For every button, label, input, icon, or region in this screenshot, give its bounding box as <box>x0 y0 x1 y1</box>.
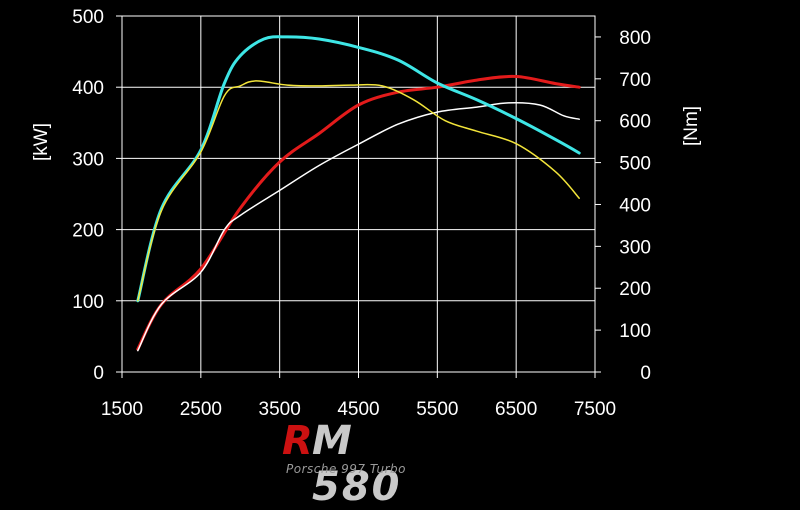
right-tick-label: 0 <box>640 363 651 384</box>
dyno-chart: 1500 2500 3500 4500 5500 6500 7500 0 100 200 300 4… <box>31 7 702 420</box>
right-tick-label: 200 <box>619 279 651 300</box>
power-curve-white <box>137 102 580 352</box>
logo-subtitle: Porsche 997 Turbo <box>286 462 407 476</box>
left-axis-tick-labels: 0 100 200 300 400 500 <box>72 7 104 384</box>
x-tick-label: 2500 <box>180 399 222 420</box>
x-tick-label: 3500 <box>259 399 301 420</box>
logo-letter-r: R <box>282 418 313 464</box>
x-axis-tick-labels: 1500 2500 3500 4500 5500 6500 7500 <box>101 399 616 420</box>
right-axis-title: [Nm] <box>681 106 702 146</box>
left-tick-label: 200 <box>72 221 104 242</box>
power-curve-red <box>136 74 581 351</box>
x-tick-label: 1500 <box>101 399 143 420</box>
right-tick-label: 400 <box>619 195 651 216</box>
plot-frame <box>121 15 596 373</box>
left-tick-label: 0 <box>93 363 104 384</box>
torque-curve-yellow <box>137 80 580 302</box>
gridlines <box>116 15 601 378</box>
right-tick-label: 500 <box>619 154 651 175</box>
series-layer <box>136 35 581 352</box>
left-tick-label: 400 <box>72 78 104 99</box>
right-axis-tick-labels: 0 100 200 300 400 500 600 700 800 <box>619 28 651 384</box>
x-tick-label: 6500 <box>495 399 537 420</box>
x-tick-label: 4500 <box>337 399 379 420</box>
left-tick-label: 500 <box>72 7 104 28</box>
right-tick-label: 800 <box>619 28 651 49</box>
torque-curve-cyan <box>136 35 581 303</box>
left-tick-label: 300 <box>72 149 104 170</box>
x-tick-label: 7500 <box>574 399 616 420</box>
left-axis-title: [kW] <box>31 123 52 161</box>
right-tick-label: 600 <box>619 112 651 133</box>
right-tick-label: 300 <box>619 237 651 258</box>
right-tick-label: 100 <box>619 321 651 342</box>
right-tick-label: 700 <box>619 70 651 91</box>
x-tick-label: 5500 <box>416 399 458 420</box>
rm580-logo: R M 580 Porsche 997 Turbo <box>282 418 452 510</box>
left-tick-label: 100 <box>72 292 104 313</box>
